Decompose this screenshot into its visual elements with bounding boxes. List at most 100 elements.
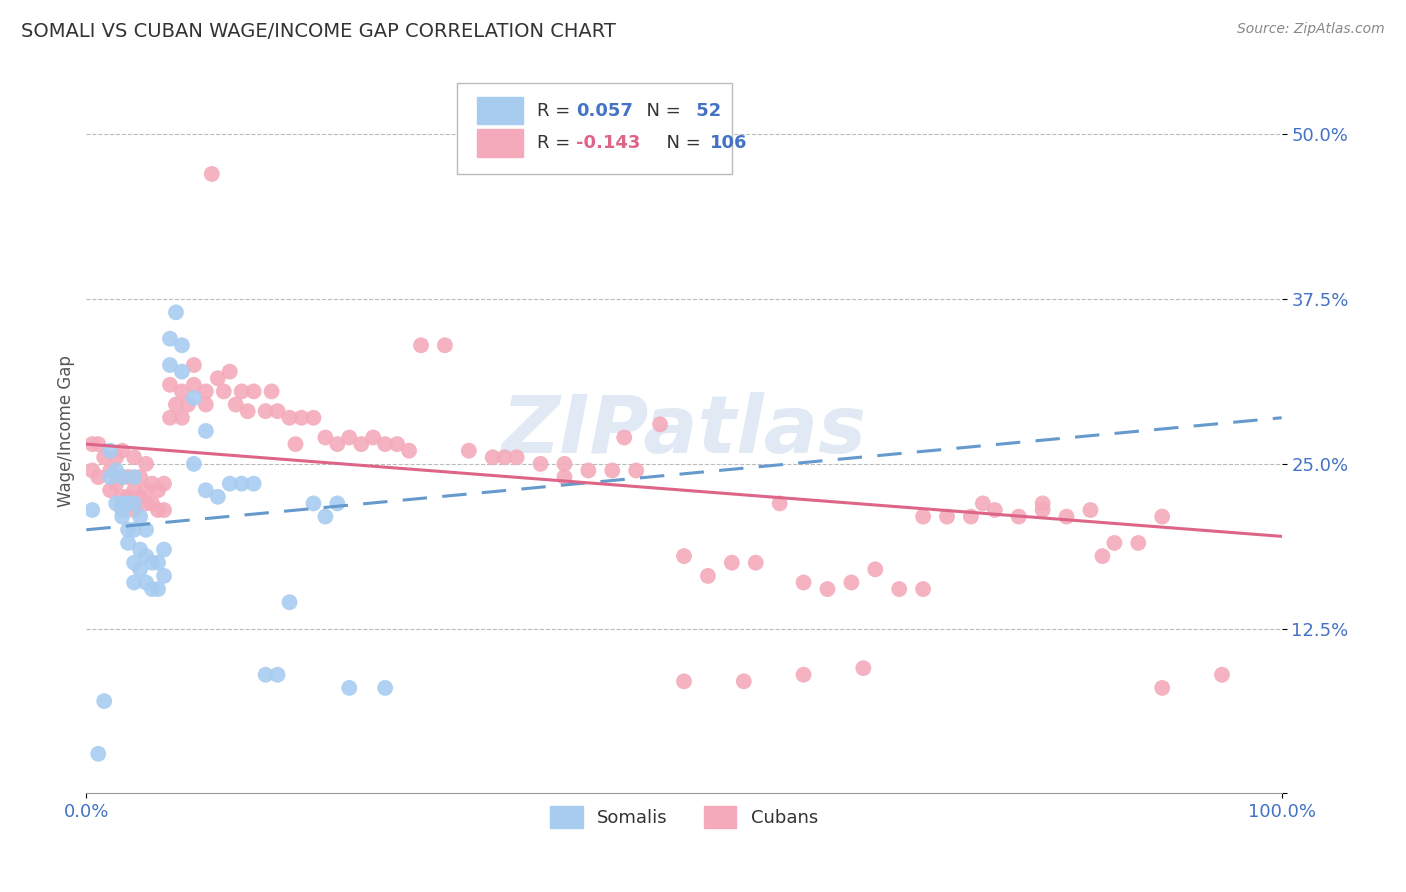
Text: N =: N =: [636, 102, 686, 120]
Point: [159, 358, 181, 372]
Point: [361, 430, 384, 444]
Point: [122, 450, 145, 465]
Point: [146, 582, 169, 596]
Point: [817, 582, 839, 596]
Point: [326, 496, 349, 510]
Point: [733, 674, 755, 689]
Point: [111, 470, 134, 484]
Point: [117, 496, 139, 510]
Point: [183, 391, 205, 405]
Point: [374, 681, 396, 695]
Text: SOMALI VS CUBAN WAGE/INCOME GAP CORRELATION CHART: SOMALI VS CUBAN WAGE/INCOME GAP CORRELAT…: [21, 22, 616, 41]
Point: [350, 437, 373, 451]
Point: [87, 747, 110, 761]
Point: [218, 365, 240, 379]
Point: [960, 509, 983, 524]
Text: Source: ZipAtlas.com: Source: ZipAtlas.com: [1237, 22, 1385, 37]
Text: -0.143: -0.143: [576, 134, 641, 153]
Point: [165, 398, 187, 412]
Point: [648, 417, 671, 432]
Point: [111, 470, 134, 484]
Point: [98, 470, 121, 484]
Point: [284, 437, 307, 451]
Point: [135, 483, 157, 498]
Point: [385, 437, 408, 451]
Point: [135, 549, 157, 563]
Point: [170, 338, 193, 352]
Point: [529, 457, 551, 471]
Point: [266, 667, 288, 681]
Point: [302, 410, 325, 425]
Point: [721, 556, 744, 570]
Point: [122, 575, 145, 590]
Point: [165, 305, 187, 319]
Point: [146, 503, 169, 517]
Point: [159, 377, 181, 392]
Point: [170, 365, 193, 379]
Point: [207, 371, 229, 385]
Point: [98, 443, 121, 458]
Point: [111, 490, 134, 504]
Point: [117, 490, 139, 504]
Point: [82, 437, 104, 451]
Point: [936, 509, 959, 524]
Point: [135, 523, 157, 537]
Point: [302, 496, 325, 510]
Point: [111, 496, 134, 510]
Point: [231, 476, 253, 491]
Point: [409, 338, 432, 352]
Point: [117, 470, 139, 484]
Point: [82, 503, 104, 517]
Point: [1056, 509, 1078, 524]
Point: [793, 575, 815, 590]
Point: [231, 384, 253, 399]
Point: [1032, 503, 1054, 517]
Point: [153, 476, 176, 491]
Point: [111, 509, 134, 524]
Point: [153, 569, 176, 583]
Point: [122, 496, 145, 510]
Point: [553, 457, 575, 471]
Legend: Somalis, Cubans: Somalis, Cubans: [543, 798, 825, 835]
Point: [260, 384, 283, 399]
Point: [576, 463, 599, 477]
Point: [290, 410, 312, 425]
Point: [153, 542, 176, 557]
Point: [242, 384, 264, 399]
Point: [194, 398, 217, 412]
Point: [218, 476, 240, 491]
Point: [105, 450, 128, 465]
Point: [852, 661, 875, 675]
Point: [769, 496, 792, 510]
Text: ZIPatlas: ZIPatlas: [502, 392, 866, 470]
Point: [1152, 509, 1174, 524]
Point: [1008, 509, 1031, 524]
FancyBboxPatch shape: [477, 129, 523, 157]
Point: [278, 410, 301, 425]
Point: [505, 450, 527, 465]
Point: [135, 457, 157, 471]
Point: [841, 575, 863, 590]
Point: [159, 332, 181, 346]
Point: [672, 549, 695, 563]
Point: [129, 509, 152, 524]
Point: [793, 667, 815, 681]
Point: [494, 450, 516, 465]
Point: [613, 430, 636, 444]
Point: [93, 450, 115, 465]
Point: [433, 338, 456, 352]
Point: [141, 582, 163, 596]
Point: [122, 483, 145, 498]
Point: [141, 476, 163, 491]
Point: [745, 556, 768, 570]
Point: [1091, 549, 1114, 563]
Point: [672, 674, 695, 689]
Text: N =: N =: [655, 134, 707, 153]
Point: [1211, 667, 1233, 681]
Point: [159, 410, 181, 425]
Point: [183, 377, 205, 392]
Point: [1032, 496, 1054, 510]
Point: [314, 430, 336, 444]
Point: [1080, 503, 1102, 517]
Text: R =: R =: [537, 134, 576, 153]
